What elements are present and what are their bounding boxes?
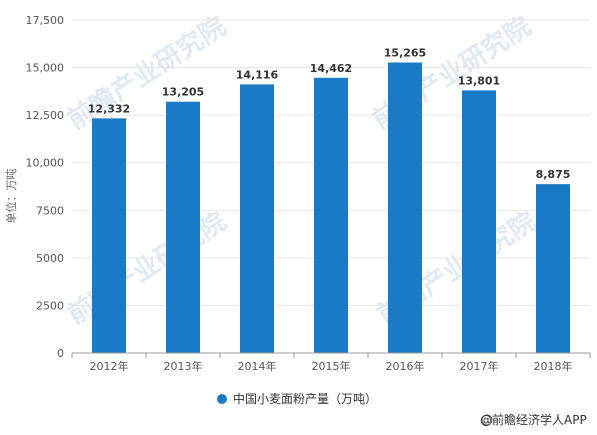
- bars: [92, 62, 570, 353]
- y-axis-ticks: 0 2500 5000 7500 10,000 12,500 15,000 17,500: [26, 14, 65, 360]
- bar[interactable]: [462, 90, 496, 353]
- y-tick-label: 15,000: [26, 62, 65, 75]
- y-tick-label: 12,500: [26, 109, 65, 122]
- legend-marker: [217, 394, 227, 404]
- bar[interactable]: [166, 101, 200, 353]
- x-axis-ticks: 2012年 2013年 2014年 2015年 2016年 2017年 2018年: [71, 353, 591, 373]
- source-circle-icon: [481, 414, 493, 426]
- data-labels: 12,332 13,205 14,116 14,462 15,265 13,801 8,87…: [88, 47, 571, 182]
- bar[interactable]: [92, 118, 126, 353]
- y-tick-label: 0: [57, 347, 64, 360]
- data-label: 13,205: [162, 86, 204, 99]
- y-tick-label: 7500: [36, 204, 64, 217]
- bar[interactable]: [240, 84, 274, 353]
- legend[interactable]: 中国小麦面粉产量（万吨）: [217, 391, 377, 406]
- source-label: @前瞻经济学人APP: [480, 412, 587, 427]
- x-tick-label: 2017年: [460, 359, 499, 373]
- watermark-text: 前瞻产业研究院: [62, 206, 232, 331]
- x-tick-label: 2013年: [164, 359, 203, 373]
- legend-label: 中国小麦面粉产量（万吨）: [233, 391, 377, 406]
- bar[interactable]: [388, 62, 422, 353]
- data-label: 14,116: [236, 68, 279, 81]
- y-tick-label: 10,000: [26, 157, 65, 170]
- y-axis-label: 单位：万吨: [4, 169, 18, 224]
- bar[interactable]: [536, 184, 570, 353]
- source: @前瞻经济学人APP: [480, 412, 587, 427]
- bar[interactable]: [314, 77, 348, 353]
- x-tick-label: 2018年: [534, 359, 573, 373]
- y-tick-label: 17,500: [26, 14, 65, 27]
- x-tick-label: 2014年: [238, 359, 277, 373]
- data-label: 14,462: [310, 62, 352, 75]
- y-tick-label: 5000: [36, 252, 64, 265]
- data-label: 12,332: [88, 102, 130, 115]
- data-label: 13,801: [458, 74, 500, 87]
- x-tick-label: 2012年: [90, 359, 129, 373]
- x-tick-label: 2016年: [386, 359, 425, 373]
- watermark-text: 前瞻产业研究院: [62, 11, 232, 136]
- x-tick-label: 2015年: [312, 359, 351, 373]
- data-label: 8,875: [536, 168, 571, 181]
- data-label: 15,265: [384, 47, 426, 60]
- y-tick-label: 2500: [36, 299, 64, 312]
